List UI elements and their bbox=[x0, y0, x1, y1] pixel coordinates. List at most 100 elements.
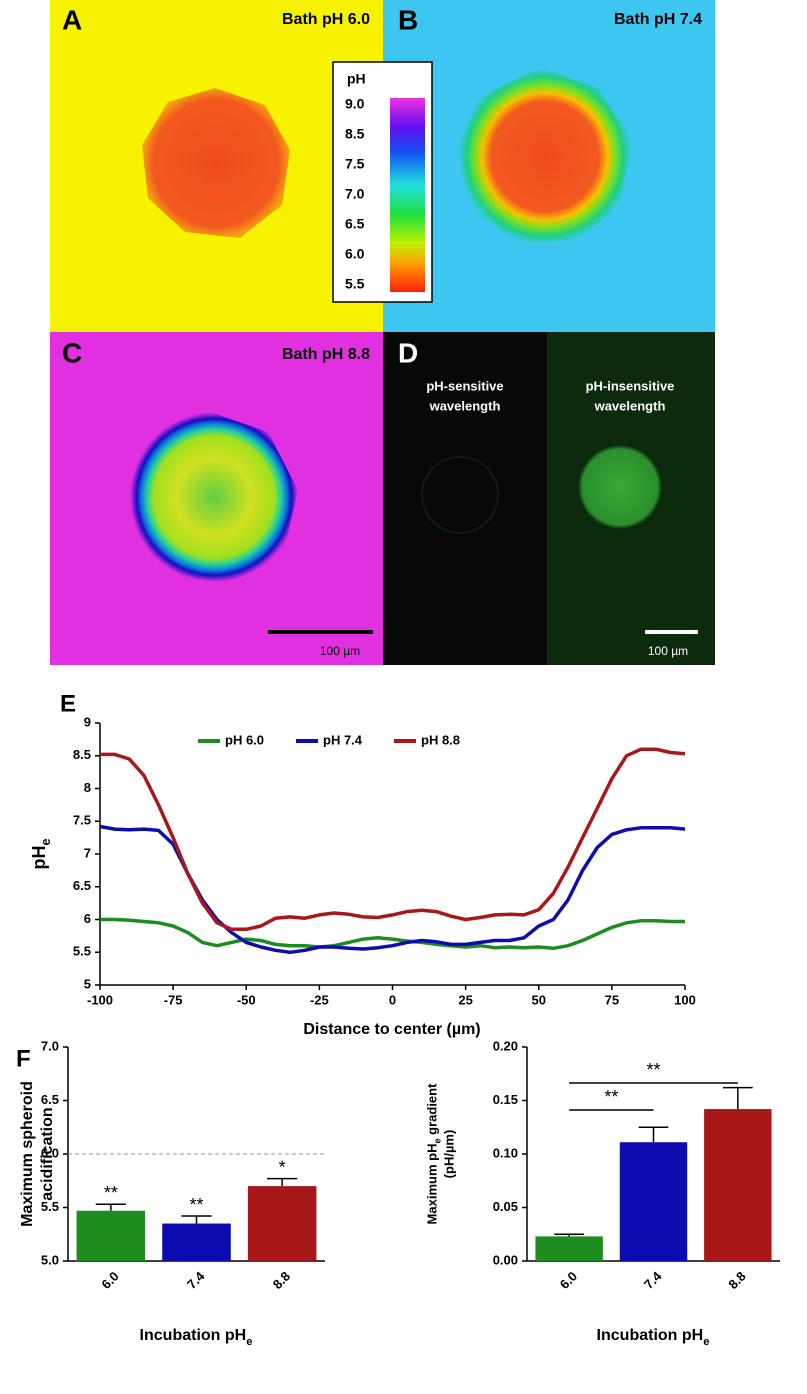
x-tick-label: 8.8 bbox=[270, 1269, 293, 1292]
spheroid bbox=[421, 456, 499, 534]
y-tick-label: 0.20 bbox=[493, 1038, 518, 1053]
bar bbox=[704, 1109, 772, 1261]
y-axis-label-part: Maximum spheroid bbox=[19, 1081, 36, 1227]
caption: pH-sensitive bbox=[426, 378, 503, 393]
colorbar-label: 9.0 bbox=[345, 96, 365, 112]
y-tick-label: 7.5 bbox=[73, 813, 91, 828]
image-panels: A Bath pH 6.0 B Bath pH 7.4 C Bath pH 8.… bbox=[50, 0, 715, 665]
bar bbox=[162, 1223, 231, 1261]
y-axis-label: (pH/µm) bbox=[442, 1130, 457, 1179]
x-tick-label: 7.4 bbox=[184, 1268, 208, 1292]
x-tick-label: 6.0 bbox=[98, 1269, 121, 1292]
spheroid bbox=[130, 412, 298, 582]
legend-label: pH 8.8 bbox=[421, 732, 460, 747]
y-axis-label: Maximum spheroid bbox=[19, 1081, 36, 1227]
x-axis-label-part: Distance to center (µm) bbox=[303, 1021, 480, 1038]
x-axis-label-part: Incubation pH bbox=[597, 1327, 704, 1344]
panel-letter: D bbox=[398, 337, 418, 368]
panel-letter: C bbox=[62, 337, 82, 368]
y-axis-label-part: Maximum pH bbox=[425, 1144, 440, 1225]
spheroid bbox=[578, 445, 662, 529]
significance: ** bbox=[104, 1183, 118, 1203]
y-axis-label-part: e bbox=[39, 838, 53, 845]
y-axis-label-part: e bbox=[433, 1138, 443, 1143]
panel-title: Bath pH 7.4 bbox=[614, 11, 702, 28]
spheroid bbox=[142, 88, 290, 238]
y-tick-label: 7.0 bbox=[41, 1038, 59, 1053]
caption: wavelength bbox=[594, 398, 666, 413]
colorbar bbox=[390, 98, 425, 292]
colorbar-label: 7.5 bbox=[345, 156, 365, 172]
x-tick-label: 100 bbox=[674, 992, 696, 1007]
y-tick-label: 9 bbox=[84, 714, 91, 729]
significance: ** bbox=[604, 1087, 618, 1107]
y-tick-label: 5.5 bbox=[41, 1199, 59, 1214]
scale-bar-label: 100 µm bbox=[648, 644, 688, 658]
caption: pH-insensitive bbox=[586, 378, 675, 393]
colorbar-title: pH bbox=[347, 71, 366, 87]
colorbar-label: 6.5 bbox=[345, 216, 365, 232]
x-tick-label: -25 bbox=[310, 992, 329, 1007]
colorbar-label: 7.0 bbox=[345, 186, 365, 202]
x-tick-label: 25 bbox=[458, 992, 472, 1007]
y-tick-label: 8 bbox=[84, 780, 91, 795]
significance: * bbox=[279, 1157, 286, 1177]
y-tick-label: 8.5 bbox=[73, 747, 91, 762]
y-tick-label: 6.5 bbox=[41, 1092, 59, 1107]
line-series bbox=[100, 917, 685, 951]
y-axis-label: Maximum pHe gradient bbox=[425, 1083, 443, 1225]
y-tick-label: 6 bbox=[84, 911, 91, 926]
x-axis-label-part: e bbox=[703, 1336, 709, 1348]
y-tick-label: 6.5 bbox=[73, 878, 91, 893]
y-tick-label: 5 bbox=[84, 976, 91, 991]
y-tick-label: 0.05 bbox=[493, 1199, 518, 1214]
x-tick-label: -75 bbox=[164, 992, 183, 1007]
significance: ** bbox=[646, 1060, 660, 1080]
bar bbox=[76, 1210, 146, 1261]
y-axis-label-part: (pH/µm) bbox=[442, 1130, 457, 1179]
panel-letter: F bbox=[16, 1045, 31, 1072]
x-axis-label-part: Incubation pH bbox=[140, 1327, 247, 1344]
spheroid bbox=[458, 68, 632, 245]
bar bbox=[247, 1186, 317, 1261]
x-axis-label: Incubation pHe bbox=[597, 1327, 710, 1348]
y-axis-label-part: acidification bbox=[39, 1107, 56, 1200]
x-tick-label: 7.4 bbox=[641, 1268, 665, 1292]
x-tick-label: -50 bbox=[237, 992, 256, 1007]
panel-title: Bath pH 6.0 bbox=[282, 11, 370, 28]
y-tick-label: 0.15 bbox=[493, 1092, 518, 1107]
y-tick-label: 5.0 bbox=[41, 1252, 59, 1267]
panel-letter: E bbox=[60, 690, 76, 717]
colorbar-label: 8.5 bbox=[345, 126, 365, 142]
panel-title: Bath pH 8.8 bbox=[282, 346, 370, 363]
x-tick-label: 0 bbox=[389, 992, 396, 1007]
y-tick-label: 0.00 bbox=[493, 1252, 518, 1267]
y-tick-label: 5.5 bbox=[73, 944, 91, 959]
x-axis-label: Distance to center (µm) bbox=[303, 1021, 480, 1038]
bar bbox=[619, 1142, 688, 1261]
x-tick-label: -100 bbox=[87, 992, 113, 1007]
colorbar-label: 5.5 bbox=[345, 276, 365, 292]
significance: ** bbox=[189, 1195, 203, 1215]
legend-label: pH 6.0 bbox=[225, 732, 264, 747]
panel-d-left-image bbox=[383, 332, 547, 665]
y-tick-label: 6.0 bbox=[41, 1145, 59, 1160]
line-series bbox=[100, 747, 686, 932]
y-tick-label: 7 bbox=[84, 845, 91, 860]
x-tick-label: 75 bbox=[605, 992, 619, 1007]
caption: wavelength bbox=[429, 398, 501, 413]
y-axis-label-part: gradient bbox=[425, 1083, 440, 1139]
y-tick-label: 0.10 bbox=[493, 1145, 518, 1160]
x-axis-label: Incubation pHe bbox=[140, 1327, 253, 1348]
y-axis-label-part: pH bbox=[29, 846, 49, 870]
x-tick-label: 50 bbox=[532, 992, 546, 1007]
x-tick-label: 6.0 bbox=[557, 1269, 580, 1292]
panel-letter: A bbox=[62, 4, 82, 35]
x-tick-label: 8.8 bbox=[725, 1269, 748, 1292]
x-axis-label-part: e bbox=[246, 1336, 252, 1348]
y-axis-label: pHe bbox=[29, 838, 54, 869]
legend-label: pH 7.4 bbox=[323, 732, 363, 747]
bar bbox=[535, 1236, 603, 1261]
panel-letter: B bbox=[398, 4, 418, 35]
